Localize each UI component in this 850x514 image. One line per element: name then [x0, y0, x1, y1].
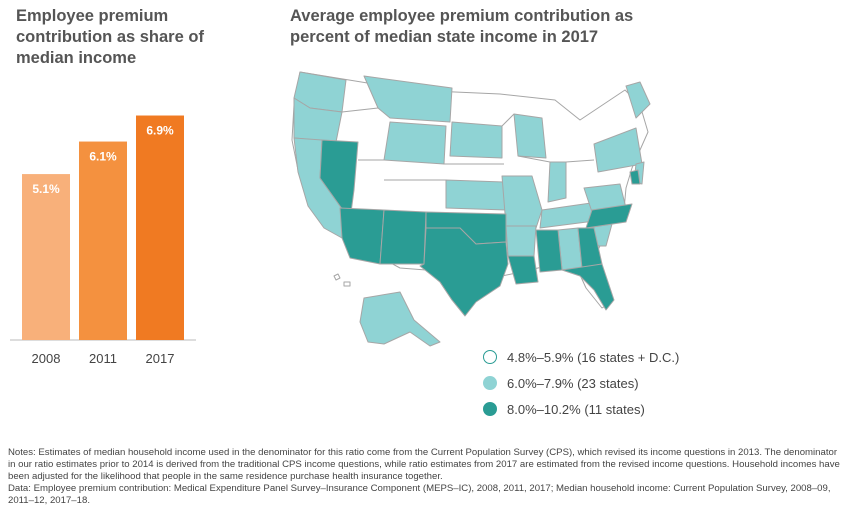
state-wyoming — [383, 121, 447, 165]
bar-value-label-2011: 6.1% — [89, 150, 117, 164]
state-oregon — [293, 97, 343, 143]
state-maine — [625, 81, 651, 119]
data-source-text: Data: Employee premium contribution: Med… — [8, 483, 831, 506]
state-hawaii — [333, 273, 351, 287]
state-mississippi — [535, 229, 563, 273]
legend-item-mid: 6.0%–7.9% (23 states) — [483, 370, 679, 396]
bar-2008 — [22, 174, 70, 340]
state-alaska — [359, 291, 441, 347]
legend-label-mid: 6.0%–7.9% (23 states) — [507, 375, 639, 391]
bar-value-label-2008: 5.1% — [32, 182, 60, 196]
x-tick-label-2017: 2017 — [146, 351, 175, 366]
legend-label-low: 4.8%–5.9% (16 states + D.C.) — [507, 349, 680, 365]
legend-swatch-high — [483, 402, 497, 416]
state-texas — [419, 227, 509, 317]
state-new-mexico — [379, 209, 427, 265]
state-south-dakota — [449, 121, 503, 159]
state-arizona — [339, 207, 385, 265]
legend-item-low: 4.8%–5.9% (16 states + D.C.) — [483, 344, 679, 370]
state-montana — [363, 75, 453, 123]
state-arkansas — [505, 225, 537, 257]
bar-chart-title: Employee premium contribution as share o… — [16, 7, 204, 67]
legend-swatch-low — [483, 350, 497, 364]
us-state-map — [291, 71, 651, 347]
map-title: Average employee premium contribution as… — [290, 7, 634, 46]
notes-text: Notes: Estimates of median household inc… — [8, 447, 840, 482]
state-louisiana — [507, 255, 539, 285]
x-tick-label-2008: 2008 — [32, 351, 61, 366]
x-tick-label-2011: 2011 — [89, 351, 117, 366]
legend-item-high: 8.0%–10.2% (11 states) — [483, 396, 679, 422]
state-florida — [561, 263, 615, 311]
map-legend: 4.8%–5.9% (16 states + D.C.) 6.0%–7.9% (… — [483, 344, 679, 422]
bar-2017 — [136, 115, 184, 341]
bar-value-label-2017: 6.9% — [146, 124, 174, 138]
legend-label-high: 8.0%–10.2% (11 states) — [507, 401, 645, 417]
state-wisconsin — [513, 113, 547, 159]
legend-swatch-mid — [483, 376, 497, 390]
state-indiana — [547, 161, 567, 203]
state-north-carolina — [585, 203, 633, 229]
state-kansas — [445, 179, 507, 211]
notes-block: Notes: Estimates of median household inc… — [8, 447, 844, 507]
bar-chart: 5.1% 2008 6.1% 2011 6.9% 2017 — [10, 115, 196, 366]
bar-2011 — [79, 141, 127, 340]
state-nevada — [319, 139, 359, 221]
state-delaware-md — [629, 169, 641, 185]
